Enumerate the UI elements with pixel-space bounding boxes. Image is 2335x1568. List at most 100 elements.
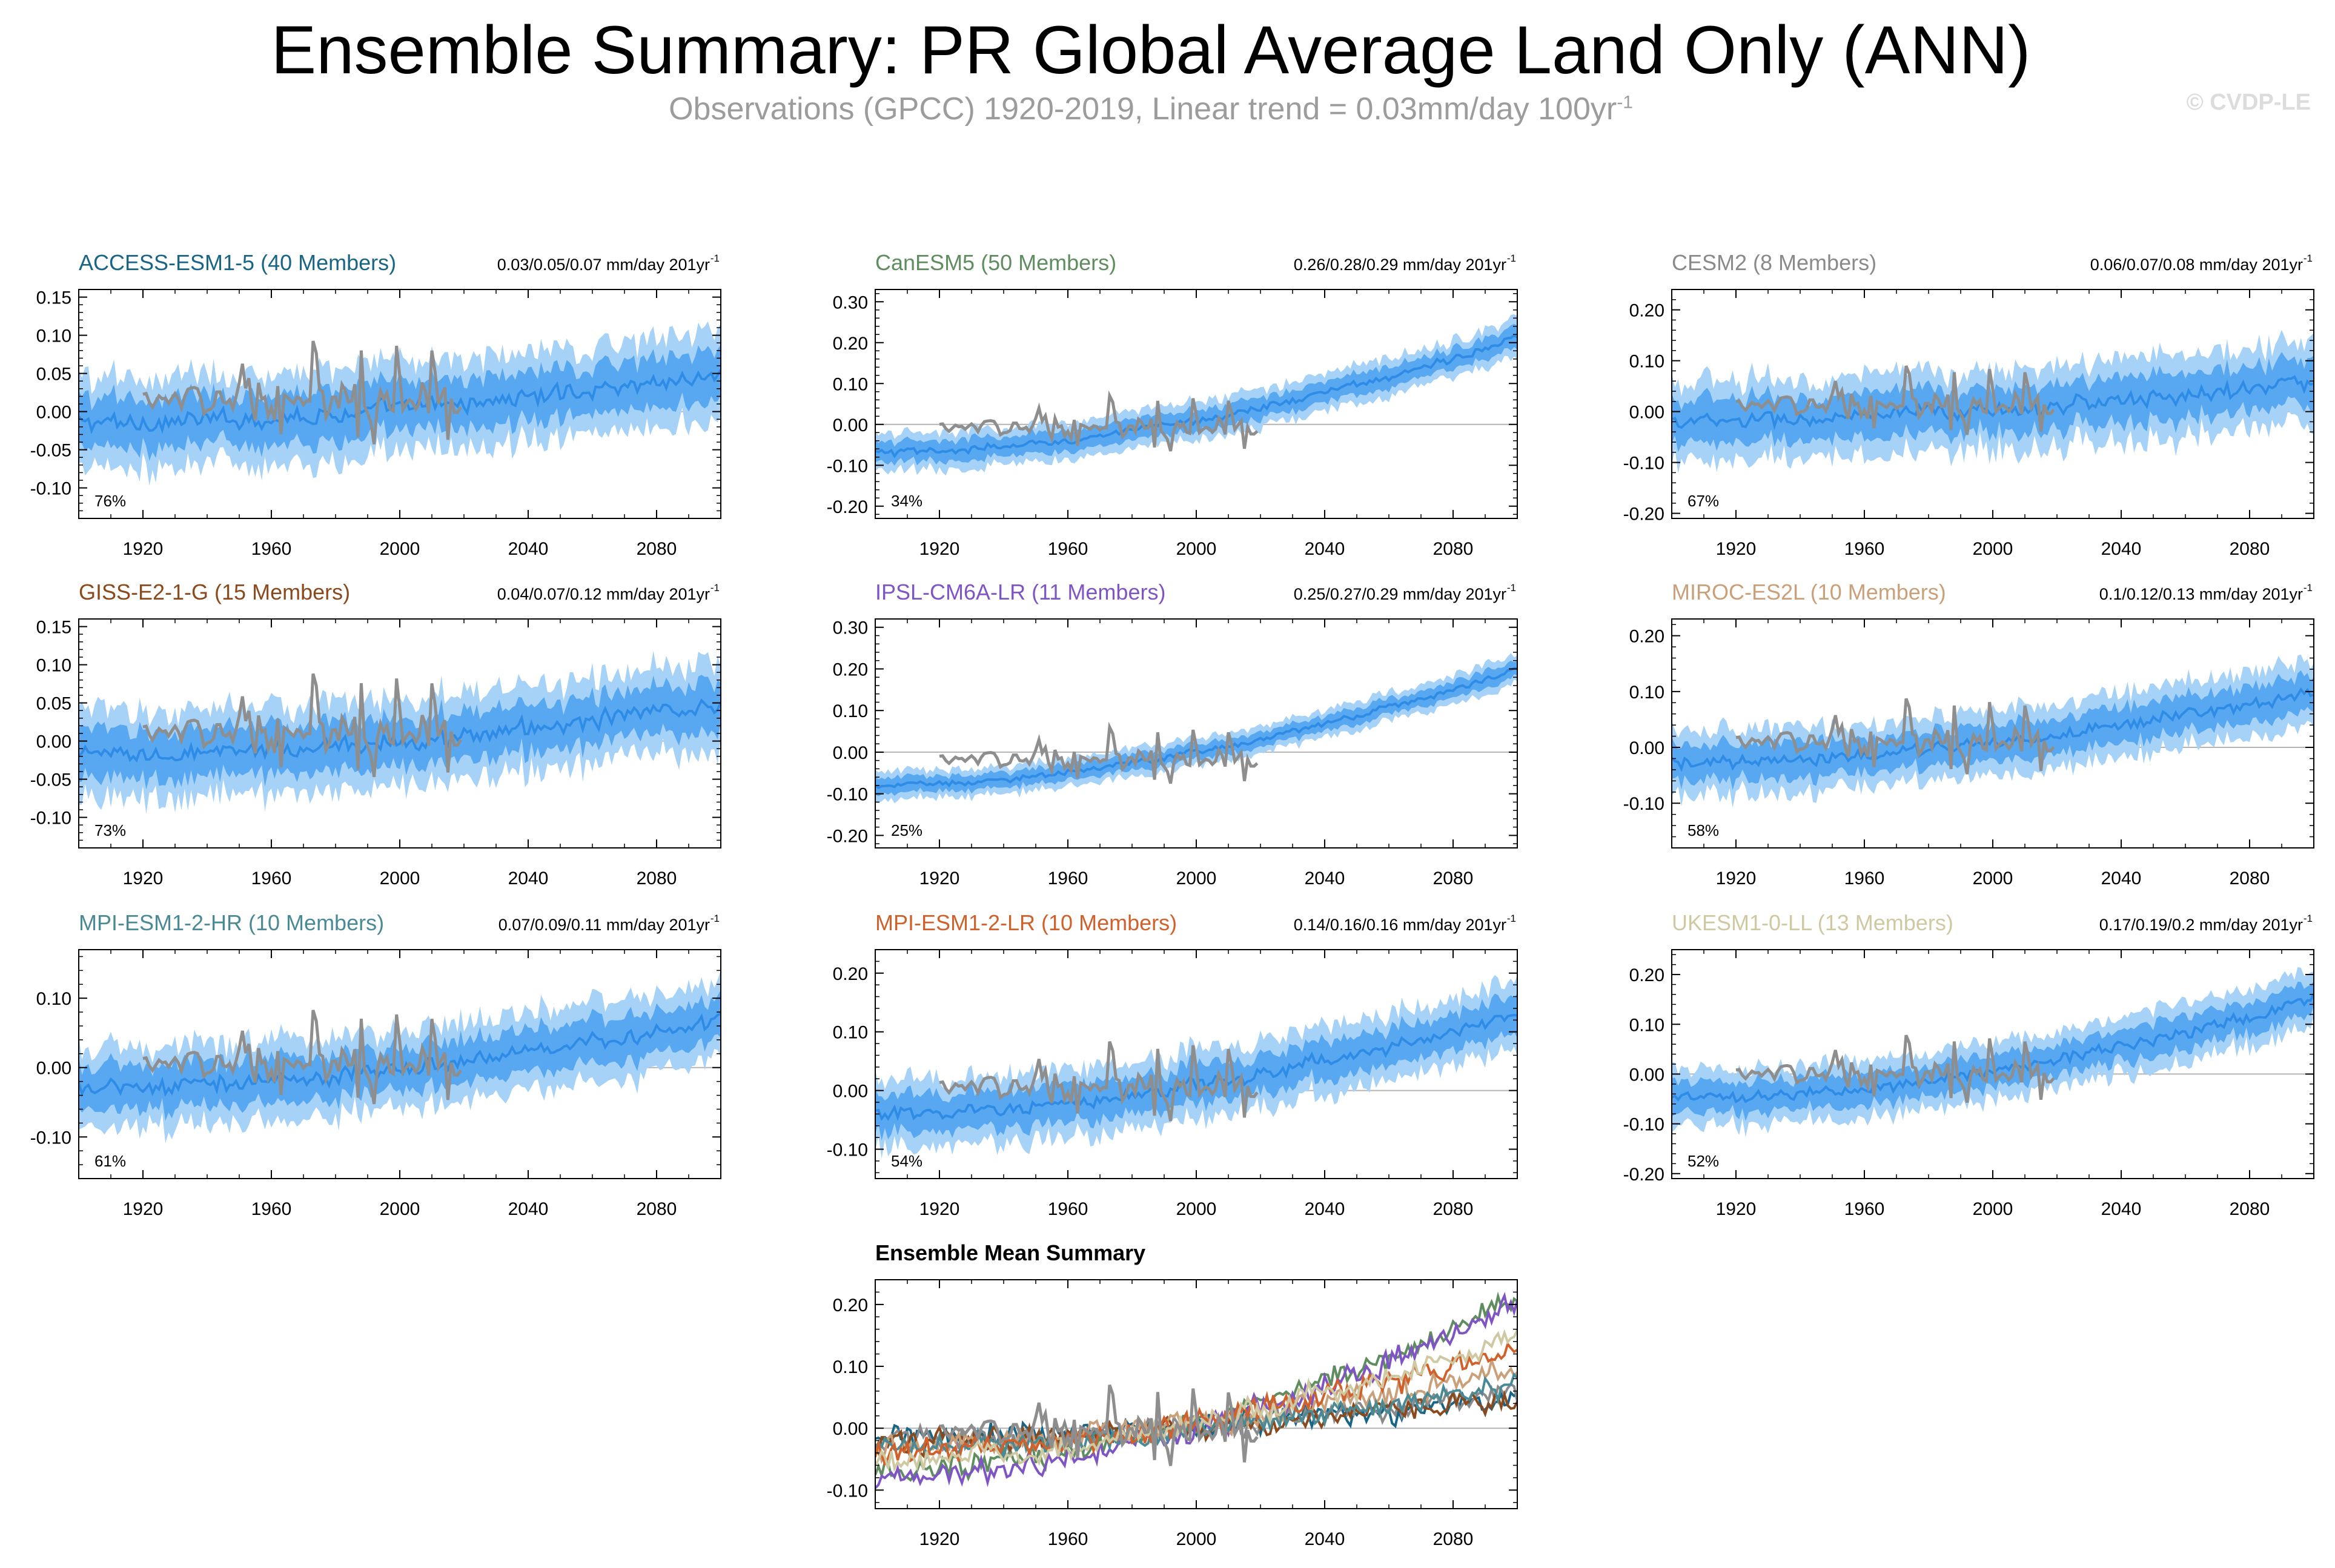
trend-label: 0.14/0.16/0.16 mm/day 201yr: [1294, 916, 1506, 934]
x-tick-label: 2040: [2101, 539, 2142, 559]
subtitle-superscript: -1: [1617, 92, 1633, 113]
y-tick-label: 0.00: [833, 415, 868, 435]
y-tick-label: -0.10: [827, 1140, 868, 1160]
y-tick-label: 0.30: [833, 618, 868, 638]
y-tick-label: 0.10: [36, 656, 71, 676]
x-tick-label: 2000: [1973, 868, 2013, 888]
page-subtitle: Observations (GPCC) 1920-2019, Linear tr…: [0, 91, 2302, 127]
y-tick-label: 0.10: [1629, 683, 1664, 703]
y-tick-label: 0.00: [1629, 738, 1664, 758]
x-tick-label: 1960: [1048, 1199, 1088, 1219]
plot-area: [875, 974, 1517, 1159]
subtitle-text: Observations (GPCC) 1920-2019, Linear tr…: [669, 91, 1617, 127]
trend-label: 0.03/0.05/0.07 mm/day 201yr: [497, 256, 710, 274]
x-tick-label: 1920: [919, 868, 960, 888]
x-tick-label: 1920: [1716, 868, 1757, 888]
y-tick-label: -0.10: [1623, 1115, 1664, 1135]
y-tick-label: -0.10: [30, 809, 71, 829]
x-tick-label: 2000: [380, 539, 420, 559]
ensemble-range-outer: [875, 653, 1517, 804]
y-tick-label: -0.05: [30, 770, 71, 790]
x-tick-label: 2080: [637, 1199, 677, 1219]
y-tick-label: -0.05: [30, 441, 71, 461]
plot-area: [79, 321, 721, 486]
x-tick-label: 2080: [637, 539, 677, 559]
x-tick-label: 2000: [1973, 1199, 2013, 1219]
chart-panel-miroc-es2l: MIROC-ES2L (10 Members) 0.1/0.12/0.13 mm/…: [1623, 580, 2314, 888]
percent-label: 52%: [1687, 1152, 1719, 1170]
trend-superscript: -1: [1507, 582, 1516, 594]
y-tick-label: 0.10: [833, 374, 868, 394]
x-tick-label: 1960: [1048, 868, 1088, 888]
x-tick-label: 2080: [1433, 868, 1474, 888]
ensemble-range-outer: [875, 314, 1517, 476]
ensemble-range-inner: [875, 660, 1517, 796]
percent-label: 67%: [1687, 492, 1719, 510]
x-tick-label: 1960: [1844, 1199, 1885, 1219]
x-tick-label: 2000: [1176, 868, 1217, 888]
x-tick-label: 1960: [1048, 539, 1088, 559]
plot-area: [1672, 329, 2314, 474]
plot-frame: [875, 1279, 1518, 1509]
percent-label: 25%: [891, 821, 922, 839]
y-tick-label: 0.00: [36, 732, 71, 752]
x-tick-label: 2080: [2230, 539, 2270, 559]
x-tick-label: 1920: [123, 868, 164, 888]
x-tick-label: 1920: [123, 539, 164, 559]
y-tick-label: -0.10: [827, 456, 868, 476]
y-tick-label: 0.00: [833, 1419, 868, 1439]
y-tick-label: 0.10: [833, 1023, 868, 1043]
y-tick-label: 0.10: [1629, 352, 1664, 372]
observations-line: [1735, 365, 2055, 435]
y-tick-label: -0.10: [30, 1128, 71, 1148]
observations-line: [142, 673, 462, 778]
y-tick-label: 0.30: [833, 293, 868, 313]
plot-area: [875, 1291, 1517, 1489]
x-tick-label: 1920: [123, 1199, 164, 1219]
x-tick-label: 2000: [1176, 1199, 1217, 1219]
x-tick-label: 1920: [1716, 539, 1757, 559]
x-tick-label: 2040: [1305, 868, 1345, 888]
observations-line: [939, 721, 1259, 784]
plot-area: [875, 314, 1517, 476]
x-tick-label: 1920: [919, 539, 960, 559]
plot-area: [1672, 654, 2314, 808]
y-tick-label: 0.20: [833, 964, 868, 984]
y-tick-label: 0.10: [36, 989, 71, 1009]
trend-label: 0.07/0.09/0.11 mm/day 201yr: [498, 916, 710, 934]
percent-label: 58%: [1687, 821, 1719, 839]
x-tick-label: 1920: [919, 1529, 960, 1549]
observations-line: [1735, 698, 2055, 775]
y-tick-label: 0.10: [833, 1357, 868, 1377]
trend-superscript: -1: [710, 913, 720, 924]
ensemble-mean-line: [79, 698, 721, 763]
y-tick-label: 0.20: [833, 660, 868, 680]
panel-title: MPI-ESM1-2-LR (10 Members): [875, 910, 1177, 935]
plot-frame: [875, 618, 1518, 849]
x-tick-label: 2080: [2230, 1199, 2270, 1219]
panel-title: IPSL-CM6A-LR (11 Members): [875, 580, 1165, 604]
trend-label: 0.26/0.28/0.29 mm/day 201yr: [1294, 256, 1506, 274]
x-tick-label: 2040: [1305, 1529, 1345, 1549]
observations-line: [142, 1010, 462, 1105]
ensemble-range-inner: [875, 993, 1517, 1141]
x-tick-label: 1960: [1048, 1529, 1088, 1549]
trend-superscript: -1: [2304, 253, 2313, 264]
y-tick-label: 0.10: [36, 326, 71, 346]
y-tick-label: 0.15: [36, 618, 71, 638]
plot-area: [79, 970, 721, 1143]
y-tick-label: -0.10: [30, 479, 71, 499]
y-tick-label: 0.15: [36, 288, 71, 308]
percent-label: 76%: [94, 492, 126, 510]
y-tick-label: -0.20: [1623, 504, 1664, 524]
y-tick-label: 0.10: [833, 701, 868, 721]
trend-label: 0.17/0.19/0.2 mm/day 201yr: [2099, 916, 2303, 934]
trend-superscript: -1: [710, 253, 720, 264]
y-tick-label: 0.00: [1629, 403, 1664, 423]
trend-label: 0.25/0.27/0.29 mm/day 201yr: [1294, 585, 1506, 603]
x-tick-label: 1920: [1716, 1199, 1757, 1219]
y-tick-label: 0.00: [833, 1082, 868, 1102]
trend-label: 0.04/0.07/0.12 mm/day 201yr: [497, 585, 710, 603]
observations-line: [1735, 1034, 2055, 1103]
x-tick-label: 2040: [508, 868, 549, 888]
